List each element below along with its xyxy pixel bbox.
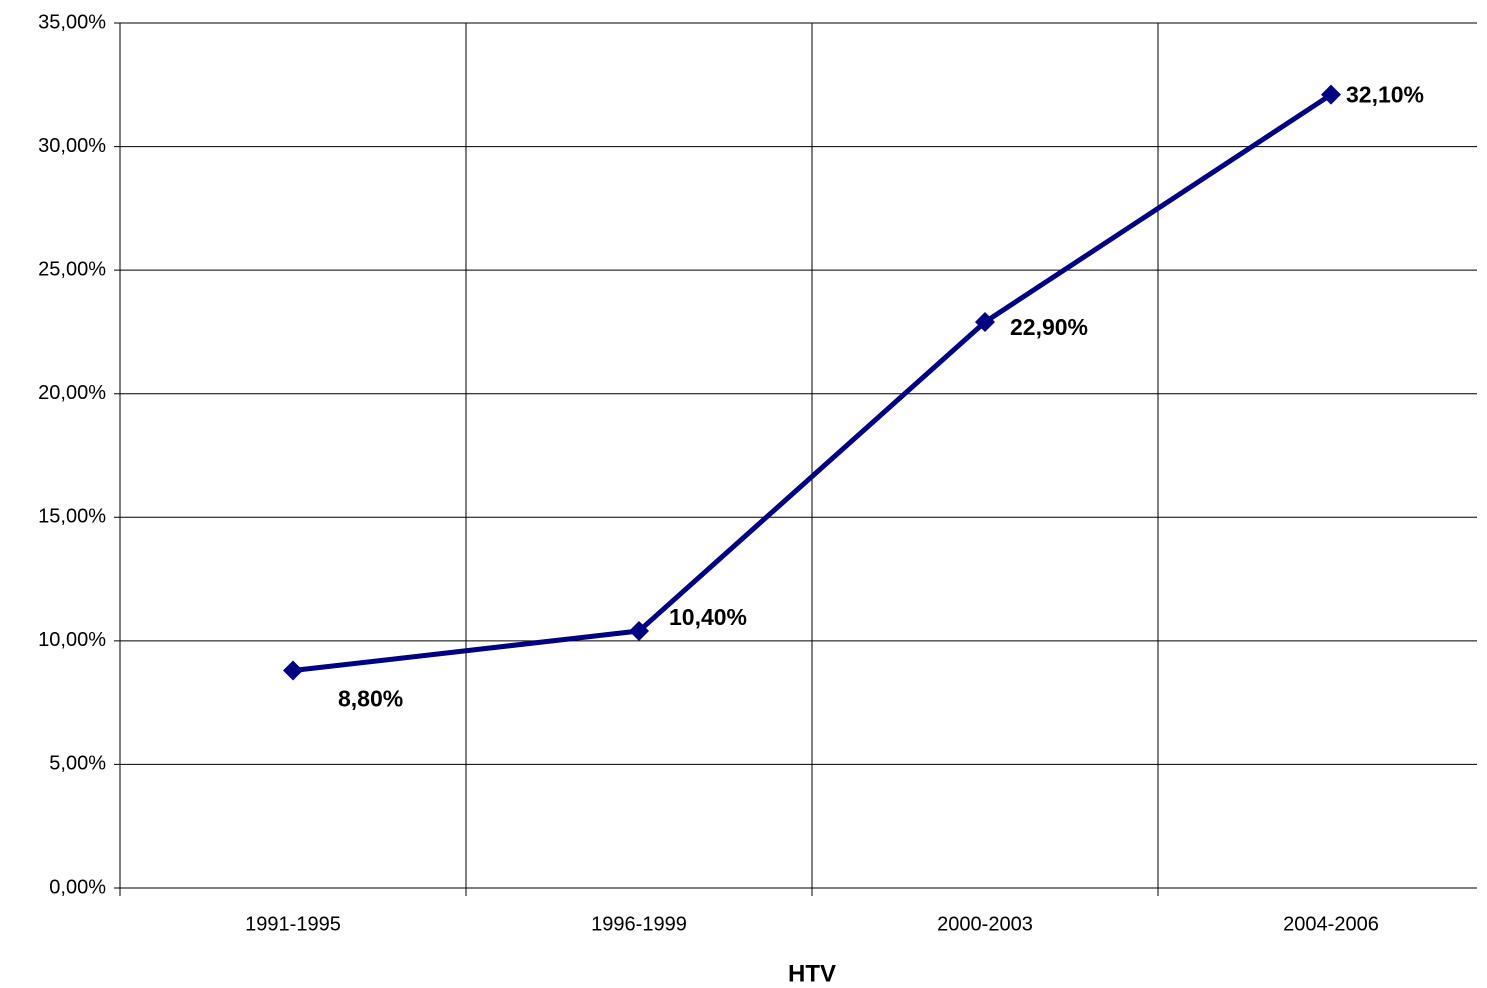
y-tick-label: 5,00%	[49, 753, 106, 775]
data-label: 10,40%	[669, 604, 747, 630]
y-tick-label: 0,00%	[49, 876, 106, 898]
y-tick-label: 15,00%	[38, 506, 106, 528]
y-tick-label: 20,00%	[38, 382, 106, 404]
x-tick-label: 1996-1999	[591, 913, 687, 935]
data-label: 32,10%	[1346, 82, 1424, 108]
marker	[629, 620, 649, 641]
x-tick-label: 2004-2006	[1283, 913, 1379, 935]
y-tick-label: 25,00%	[38, 258, 106, 280]
marker	[1321, 84, 1341, 105]
x-axis-title: HTV	[788, 960, 836, 987]
y-tick-label: 30,00%	[38, 135, 106, 157]
marker	[283, 660, 303, 681]
x-tick-label: 1991-1995	[245, 913, 341, 935]
line	[292, 92, 1333, 673]
y-tick-label: 10,00%	[38, 629, 106, 651]
marker	[975, 312, 995, 333]
data-label: 8,80%	[338, 686, 403, 712]
x-tick-label: 2000-2003	[937, 913, 1033, 935]
y-tick-label: 35,00%	[38, 11, 106, 33]
data-label: 22,90%	[1010, 314, 1088, 340]
